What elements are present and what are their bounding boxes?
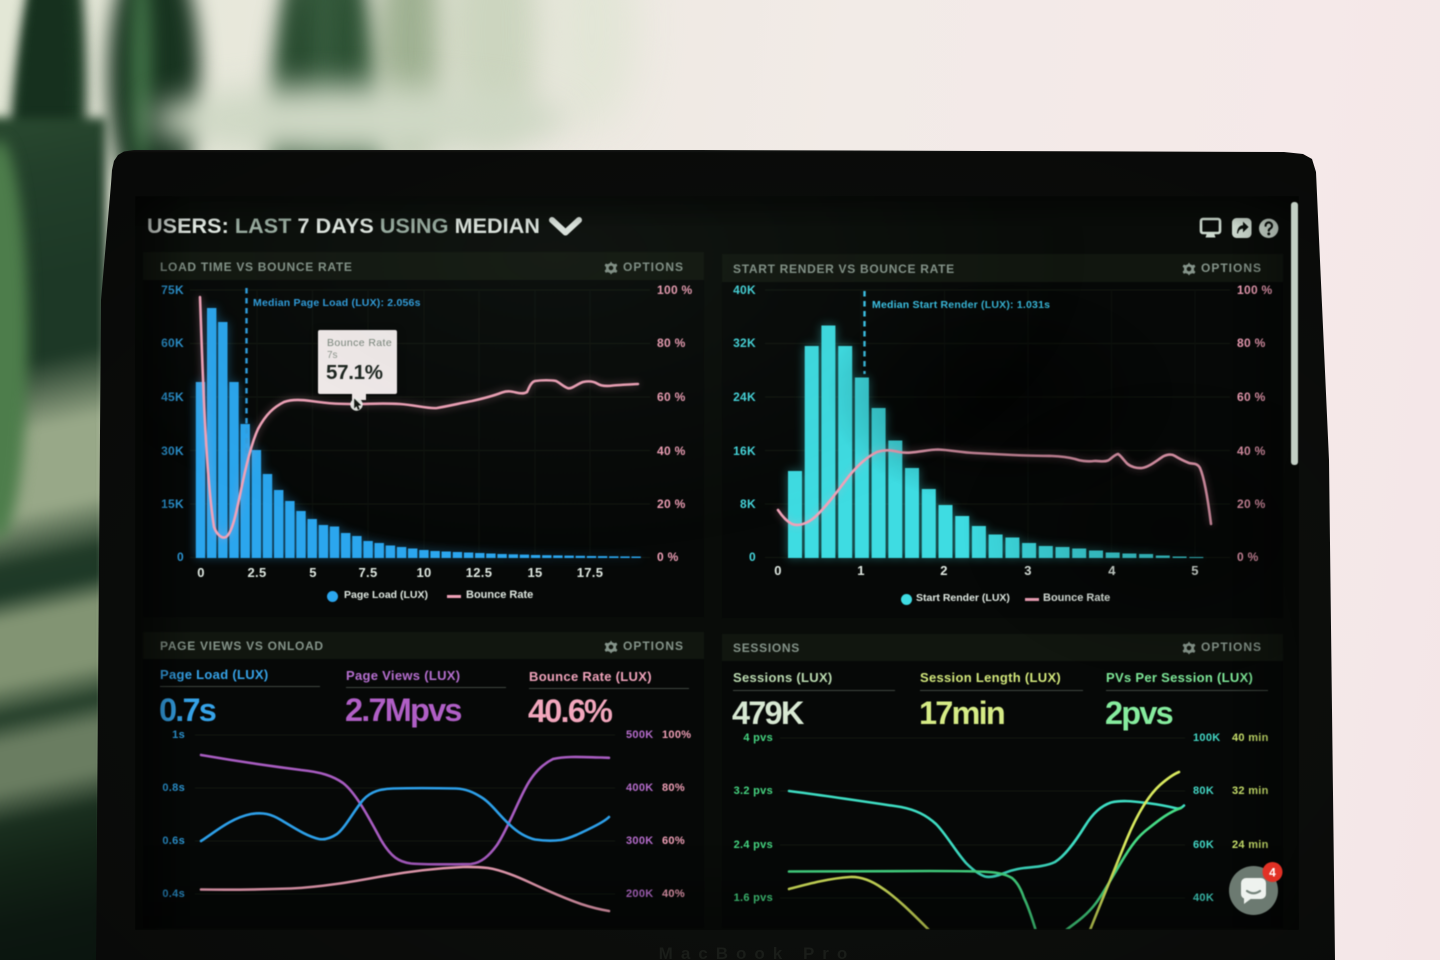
svg-text:4: 4 [1269,865,1276,879]
